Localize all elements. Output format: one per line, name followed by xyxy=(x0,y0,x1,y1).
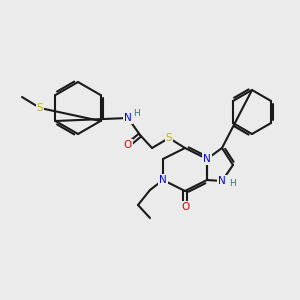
Text: H: H xyxy=(133,110,140,118)
Text: N: N xyxy=(159,175,167,185)
Text: S: S xyxy=(37,103,43,113)
Text: H: H xyxy=(229,178,236,188)
Text: O: O xyxy=(124,140,132,150)
Text: N: N xyxy=(218,176,226,186)
Text: N: N xyxy=(203,154,211,164)
Text: N: N xyxy=(124,113,132,123)
Text: O: O xyxy=(181,202,189,212)
Text: S: S xyxy=(166,133,172,143)
